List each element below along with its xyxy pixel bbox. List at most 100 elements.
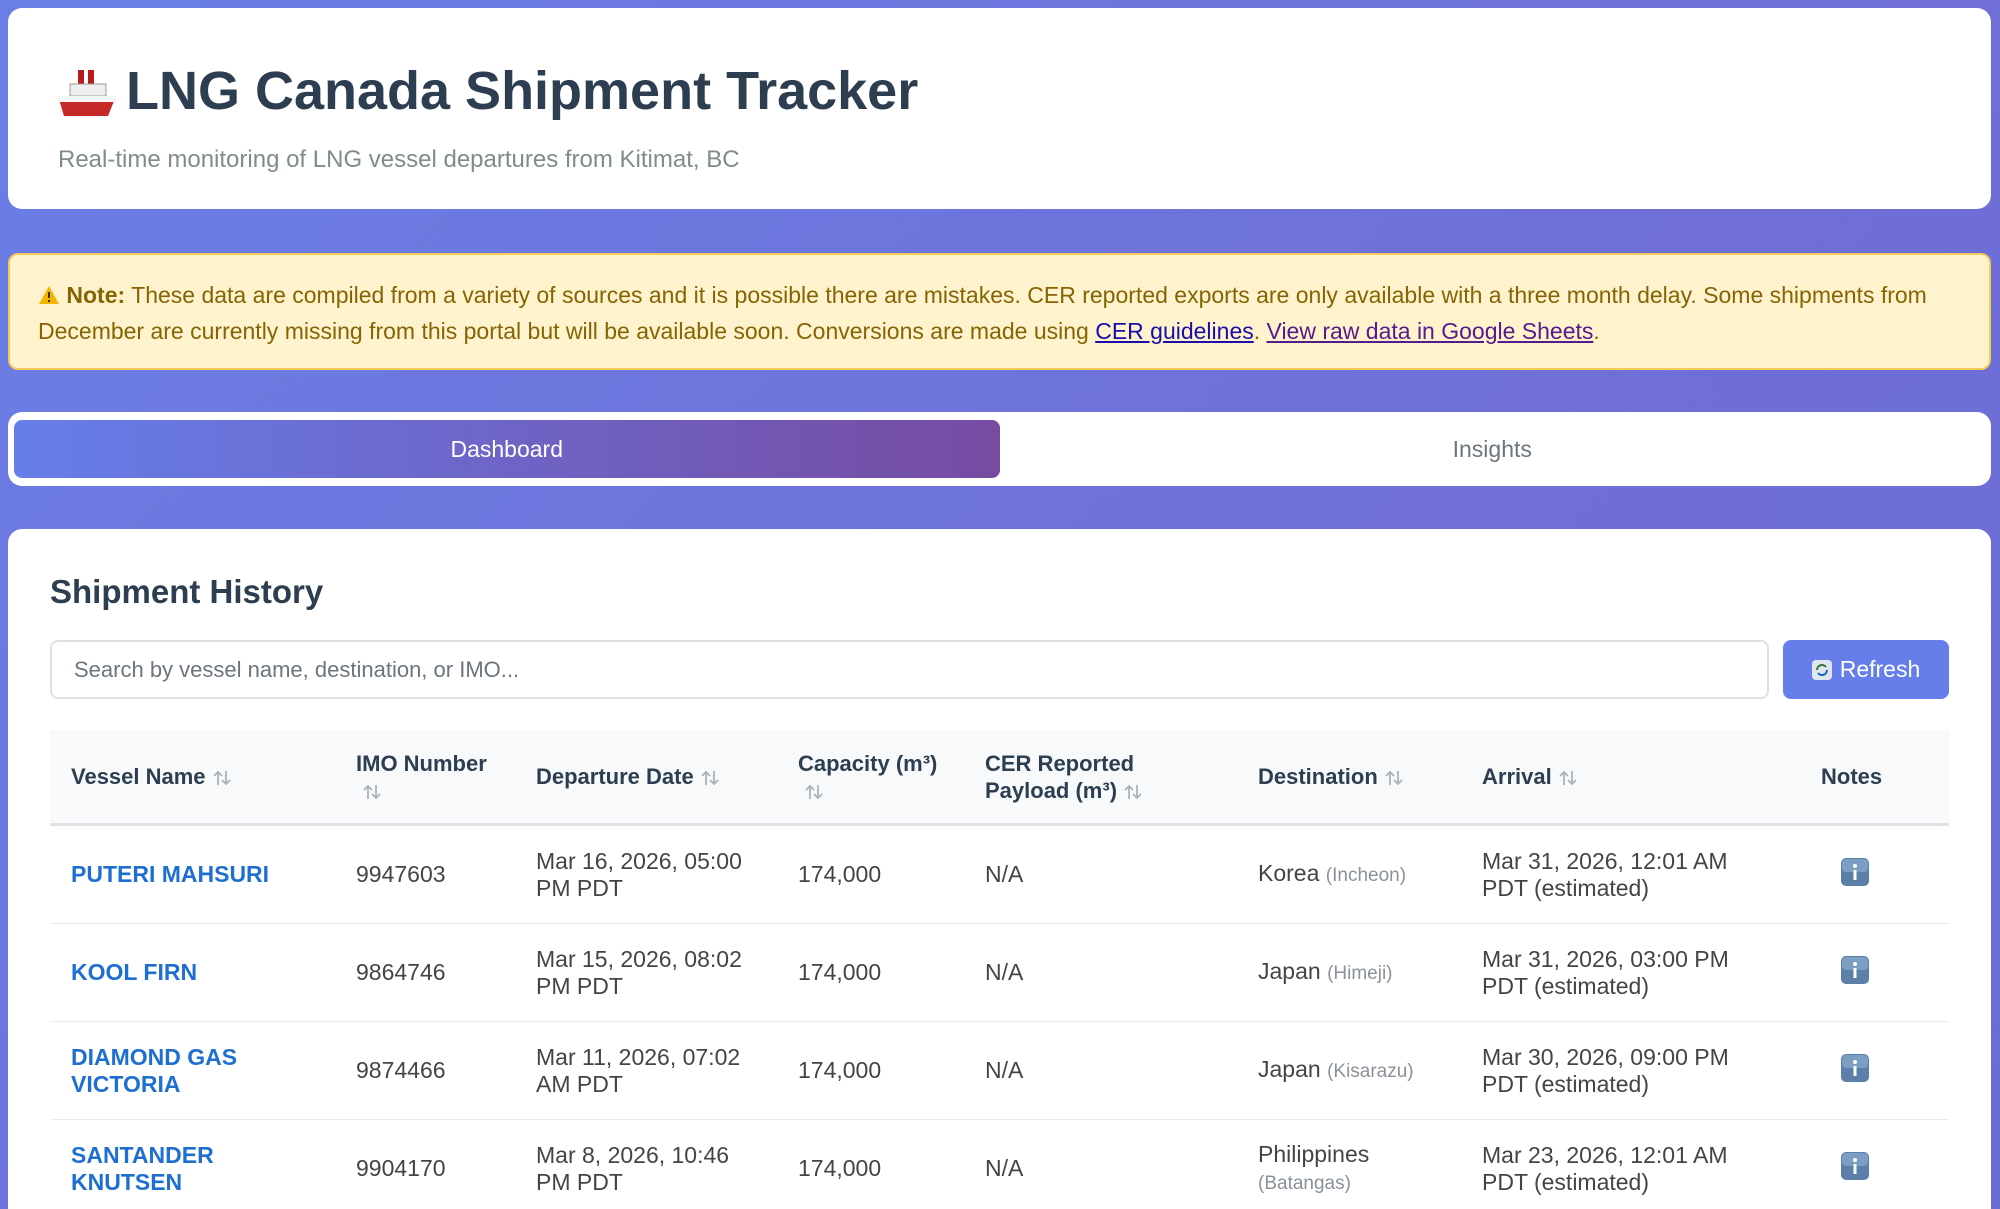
arrival: Mar 23, 2026, 12:01 AM PDT (estimated) [1482, 1141, 1728, 1195]
warning-icon [39, 286, 59, 304]
tab-bar: Dashboard Insights [8, 412, 1991, 486]
capacity-cell: 174,000 [777, 959, 964, 986]
sort-icon[interactable] [212, 769, 232, 787]
column-label: Arrival [1482, 764, 1552, 789]
imo-cell: 9904170 [335, 1155, 515, 1182]
column-header[interactable]: CER Reported Payload (m³) [964, 750, 1237, 804]
column-header[interactable]: IMO Number [335, 750, 515, 804]
departure-cell: Mar 16, 2026, 05:00 PM PDT [515, 848, 777, 902]
departure-cell: Mar 11, 2026, 07:02 AM PDT [515, 1044, 777, 1098]
refresh-label: Refresh [1839, 656, 1921, 682]
arrival-cell: Mar 31, 2026, 12:01 AM PDT (estimated) [1461, 848, 1800, 902]
port: (Himeji) [1327, 963, 1393, 984]
sort-icon[interactable] [1384, 769, 1404, 787]
destination: Japan [1258, 1056, 1321, 1082]
payload: N/A [985, 861, 1024, 887]
notes-cell [1800, 955, 1949, 990]
tab[interactable]: Dashboard [14, 420, 1000, 478]
destination-cell: Japan (Kisarazu) [1237, 1056, 1461, 1085]
payload-cell: N/A [964, 1057, 1237, 1084]
history-card: Shipment History Search by vessel name, … [8, 529, 1991, 1209]
column-label: CER Reported Payload (m³) [985, 750, 1135, 803]
notes-cell [1800, 857, 1949, 892]
sort-icon[interactable] [1558, 769, 1578, 787]
info-icon[interactable] [1841, 1053, 1869, 1082]
column-header: Notes [1800, 763, 1949, 790]
arrival-cell: Mar 30, 2026, 09:00 PM PDT (estimated) [1461, 1044, 1800, 1098]
table-row: DIAMOND GAS VICTORIA 9874466 Mar 11, 2026,… [50, 1022, 1949, 1120]
header-card: LNG Canada Shipment Tracker Real-time mo… [8, 8, 1991, 209]
departure: Mar 15, 2026, 08:02 PM PDT [536, 945, 742, 999]
vessel-cell: SANTANDER KNUTSEN [50, 1142, 335, 1196]
destination: Philippines [1258, 1140, 1370, 1167]
imo: 9864746 [356, 959, 446, 985]
sheets-link[interactable]: View raw data in Google Sheets [1266, 318, 1594, 344]
note-text: These data are compiled from a variety o… [38, 282, 1927, 344]
column-header[interactable]: Departure Date [515, 763, 777, 790]
vessel[interactable]: SANTANDER KNUTSEN [71, 1141, 214, 1195]
column-label: Notes [1821, 764, 1883, 789]
table-row: KOOL FIRN 9864746 Mar 15, 2026, 08:02 PM P… [50, 924, 1949, 1022]
arrival: Mar 31, 2026, 12:01 AM PDT (estimated) [1482, 847, 1728, 901]
vessel[interactable]: DIAMOND GAS VICTORIA [71, 1043, 238, 1097]
sort-icon[interactable] [700, 769, 720, 787]
arrival: Mar 30, 2026, 09:00 PM PDT (estimated) [1482, 1043, 1729, 1097]
refresh-button[interactable]: Refresh [1783, 640, 1949, 699]
capacity-cell: 174,000 [777, 1057, 964, 1084]
imo-cell: 9864746 [335, 959, 515, 986]
column-label: Departure Date [536, 764, 694, 789]
table-header: Vessel Name IMO Number Departure Date Capac… [50, 730, 1949, 826]
capacity: 174,000 [798, 1057, 882, 1083]
sort-icon[interactable] [1123, 783, 1143, 801]
capacity: 174,000 [798, 861, 882, 887]
note-text: . [1593, 318, 1600, 344]
section-title: Shipment History [50, 573, 324, 610]
column-header[interactable]: Destination [1237, 763, 1461, 790]
notes-cell [1800, 1151, 1949, 1186]
payload-cell: N/A [964, 959, 1237, 986]
vessel-cell: PUTERI MAHSURI [50, 861, 335, 888]
column-label: IMO Number [356, 750, 487, 776]
imo: 9947603 [356, 861, 446, 887]
notes-cell [1800, 1053, 1949, 1088]
table-row: PUTERI MAHSURI 9947603 Mar 16, 2026, 05:00… [50, 826, 1949, 924]
port: (Batangas) [1258, 1172, 1351, 1194]
port: (Incheon) [1325, 865, 1407, 886]
search-input[interactable]: Search by vessel name, destination, or I… [50, 640, 1769, 699]
sort-icon[interactable] [804, 783, 824, 801]
arrival-cell: Mar 31, 2026, 03:00 PM PDT (estimated) [1461, 946, 1800, 1000]
vessel-cell: KOOL FIRN [50, 959, 335, 986]
vessel[interactable]: KOOL FIRN [71, 959, 198, 985]
column-header[interactable]: Vessel Name [50, 763, 335, 790]
departure: Mar 8, 2026, 10:46 PM PDT [536, 1141, 730, 1195]
cer-link[interactable]: CER guidelines [1095, 318, 1254, 344]
destination: Japan [1258, 958, 1321, 984]
info-icon[interactable] [1841, 1151, 1869, 1180]
payload: N/A [985, 1155, 1024, 1181]
imo: 9904170 [356, 1155, 446, 1181]
payload-cell: N/A [964, 861, 1237, 888]
note-label: Note: [66, 282, 126, 308]
destination-cell: Korea (Incheon) [1237, 860, 1461, 889]
column-label: Vessel Name [71, 764, 206, 789]
port: (Kisarazu) [1327, 1061, 1414, 1082]
column-label: Destination [1258, 764, 1378, 789]
info-icon[interactable] [1841, 955, 1869, 984]
arrival: Mar 31, 2026, 03:00 PM PDT (estimated) [1482, 945, 1729, 999]
capacity: 174,000 [798, 1155, 882, 1181]
vessel-cell: DIAMOND GAS VICTORIA [50, 1044, 335, 1098]
departure-cell: Mar 8, 2026, 10:46 PM PDT [515, 1142, 777, 1196]
page-title: LNG Canada Shipment Tracker [126, 61, 919, 121]
departure: Mar 16, 2026, 05:00 PM PDT [536, 847, 742, 901]
column-header[interactable]: Arrival [1461, 763, 1800, 790]
shipment-table: Vessel Name IMO Number Departure Date Capac… [50, 730, 1949, 1209]
tab[interactable]: Insights [1452, 435, 1532, 462]
refresh-icon [1811, 659, 1832, 680]
vessel[interactable]: PUTERI MAHSURI [71, 861, 270, 887]
sort-icon[interactable] [362, 783, 382, 801]
column-header[interactable]: Capacity (m³) [777, 750, 964, 804]
capacity-cell: 174,000 [777, 861, 964, 888]
subtitle: Real-time monitoring of LNG vessel depar… [58, 146, 740, 173]
info-icon[interactable] [1841, 857, 1869, 886]
